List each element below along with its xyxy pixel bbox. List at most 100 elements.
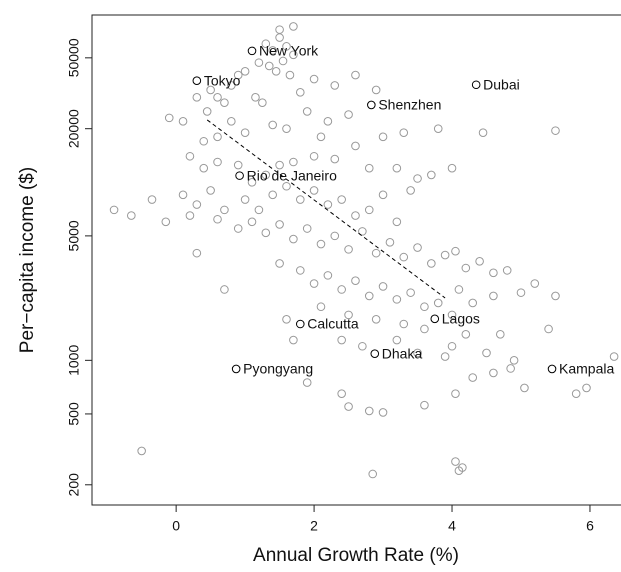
point bbox=[351, 70, 360, 80]
point bbox=[364, 205, 374, 215]
y-tick-label: 50000 bbox=[66, 38, 82, 77]
point bbox=[247, 46, 257, 56]
point bbox=[271, 67, 281, 76]
point bbox=[451, 246, 460, 256]
point bbox=[344, 110, 353, 119]
point bbox=[392, 163, 402, 173]
point bbox=[235, 171, 244, 180]
point bbox=[261, 39, 271, 49]
point bbox=[247, 217, 257, 227]
trend-line bbox=[206, 119, 446, 299]
point bbox=[213, 132, 222, 142]
point bbox=[447, 163, 457, 173]
point bbox=[358, 341, 367, 351]
y-tick-label: 500 bbox=[66, 402, 82, 426]
point bbox=[309, 186, 319, 195]
x-tick-label: 6 bbox=[586, 518, 594, 534]
point bbox=[178, 190, 188, 200]
point bbox=[337, 195, 346, 204]
point bbox=[289, 234, 298, 244]
point bbox=[282, 124, 291, 133]
point bbox=[185, 151, 195, 161]
point bbox=[399, 128, 409, 137]
point bbox=[295, 266, 305, 275]
point bbox=[302, 107, 312, 116]
point bbox=[178, 117, 188, 126]
point bbox=[530, 279, 540, 288]
point bbox=[496, 330, 505, 339]
point bbox=[251, 93, 260, 102]
point-label: Calcutta bbox=[307, 316, 359, 332]
point bbox=[282, 42, 291, 51]
point bbox=[330, 81, 340, 90]
point bbox=[413, 348, 422, 358]
point bbox=[502, 266, 512, 275]
point bbox=[454, 285, 464, 294]
point bbox=[406, 288, 415, 297]
point bbox=[506, 364, 515, 373]
point bbox=[323, 200, 333, 209]
point bbox=[289, 50, 298, 60]
point bbox=[127, 211, 136, 220]
x-tick-label: 2 bbox=[310, 518, 318, 534]
point bbox=[427, 259, 436, 268]
point bbox=[109, 205, 119, 215]
point bbox=[316, 132, 326, 142]
point bbox=[399, 319, 409, 329]
point bbox=[551, 291, 560, 301]
point bbox=[202, 107, 212, 116]
point bbox=[451, 457, 460, 466]
x-axis-title: Annual Growth Rate (%) bbox=[253, 545, 459, 566]
point bbox=[220, 285, 229, 294]
point bbox=[240, 128, 250, 137]
point bbox=[254, 205, 264, 215]
point bbox=[471, 80, 481, 90]
point bbox=[289, 22, 298, 31]
point bbox=[264, 61, 274, 71]
point bbox=[295, 88, 305, 97]
point bbox=[289, 157, 298, 167]
point bbox=[468, 298, 478, 308]
point bbox=[247, 177, 257, 187]
point bbox=[420, 302, 429, 312]
point bbox=[199, 136, 209, 146]
point bbox=[447, 310, 457, 320]
point bbox=[213, 93, 222, 102]
point bbox=[454, 466, 464, 475]
point bbox=[227, 81, 236, 90]
point bbox=[358, 227, 367, 236]
point bbox=[254, 58, 264, 67]
point bbox=[275, 220, 284, 229]
point bbox=[275, 25, 284, 34]
point bbox=[370, 349, 380, 358]
point bbox=[413, 174, 422, 183]
point bbox=[285, 70, 295, 80]
point bbox=[233, 224, 243, 233]
point bbox=[275, 33, 284, 42]
point bbox=[302, 378, 312, 387]
point bbox=[192, 76, 202, 85]
point bbox=[316, 302, 326, 312]
point bbox=[489, 291, 498, 301]
point bbox=[330, 231, 340, 241]
point bbox=[371, 85, 381, 95]
point bbox=[323, 117, 333, 126]
point bbox=[406, 186, 415, 195]
point bbox=[351, 141, 360, 151]
point bbox=[268, 190, 278, 200]
y-tick-label: 1000 bbox=[66, 345, 82, 376]
point bbox=[392, 295, 402, 304]
point bbox=[440, 352, 450, 361]
point bbox=[571, 389, 581, 398]
point bbox=[413, 243, 422, 252]
point bbox=[309, 74, 319, 84]
point bbox=[371, 315, 381, 324]
point bbox=[371, 248, 381, 258]
point bbox=[233, 160, 243, 170]
point bbox=[220, 205, 229, 215]
point bbox=[192, 200, 202, 209]
point bbox=[213, 214, 222, 224]
point bbox=[206, 186, 215, 195]
point bbox=[482, 348, 491, 358]
